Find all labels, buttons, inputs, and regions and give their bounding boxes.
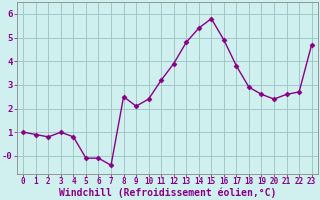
X-axis label: Windchill (Refroidissement éolien,°C): Windchill (Refroidissement éolien,°C) (59, 187, 276, 198)
